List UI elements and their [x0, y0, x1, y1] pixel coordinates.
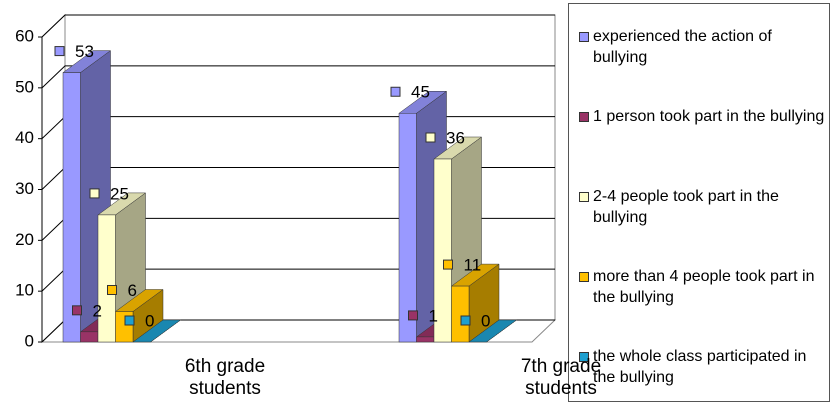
data-label-marker [107, 285, 117, 295]
y-tick-label: 30 [15, 179, 34, 198]
x-tick-label: 7th grade students [520, 356, 602, 399]
data-label: 36 [446, 128, 465, 147]
legend-swatch [579, 192, 589, 202]
data-label: 2 [93, 301, 102, 320]
x-tick-label: 6th grade students [184, 356, 266, 399]
y-tick-label: 20 [15, 230, 34, 249]
y-tick-label: 50 [15, 77, 34, 96]
bar [62, 72, 81, 343]
y-tick-label: 0 [25, 331, 34, 350]
data-label-marker [89, 188, 100, 199]
legend-label: 1 person took part in the bullying [593, 108, 825, 125]
legend-entry: the whole class participated in the bull… [577, 346, 827, 388]
bar [433, 158, 452, 343]
y-tick-label: 40 [15, 128, 34, 147]
data-label-marker [72, 305, 82, 316]
legend-entry: more than 4 people took part in the bull… [577, 266, 827, 308]
bar [398, 113, 417, 343]
data-label-marker [408, 310, 418, 321]
data-label-marker [460, 315, 471, 326]
data-label-marker [124, 315, 135, 326]
bar [416, 336, 435, 343]
bar [80, 331, 99, 343]
legend-entry: 1 person took part in the bullying [577, 106, 827, 127]
data-label-marker [425, 132, 436, 143]
data-label: 6 [128, 281, 137, 300]
data-label-marker [390, 86, 401, 97]
legend-label: more than 4 people took part in the bull… [593, 268, 815, 306]
legend-entry: experienced the action of bullying [577, 26, 827, 68]
legend-swatch [579, 32, 589, 42]
data-label: 1 [429, 306, 438, 325]
data-label: 25 [110, 184, 129, 203]
bar-top [132, 319, 182, 343]
data-label-marker [54, 46, 65, 57]
data-label-marker [443, 259, 453, 270]
data-label: 11 [464, 256, 482, 275]
bar [97, 214, 116, 343]
grid-line [41, 65, 555, 89]
legend-label: experienced the action of bullying [593, 28, 772, 66]
legend-swatch [579, 112, 589, 122]
grid-line [41, 14, 555, 38]
legend-swatch [579, 352, 589, 362]
data-label: 45 [411, 83, 430, 102]
legend-label: the whole class participated in the bull… [593, 348, 807, 386]
y-tick-label: 60 [15, 26, 34, 45]
bar-top [468, 319, 518, 343]
legend-swatch [579, 272, 589, 282]
data-label: 0 [145, 311, 154, 330]
legend-label: 2-4 people took part in the bullying [593, 188, 779, 226]
bar [451, 285, 470, 343]
data-label: 53 [75, 42, 94, 61]
y-tick-label: 10 [15, 281, 34, 300]
legend: experienced the action of bullying 1 pers… [568, 3, 830, 402]
data-label: 0 [481, 311, 490, 330]
legend-entry: 2-4 people took part in the bullying [577, 186, 827, 228]
